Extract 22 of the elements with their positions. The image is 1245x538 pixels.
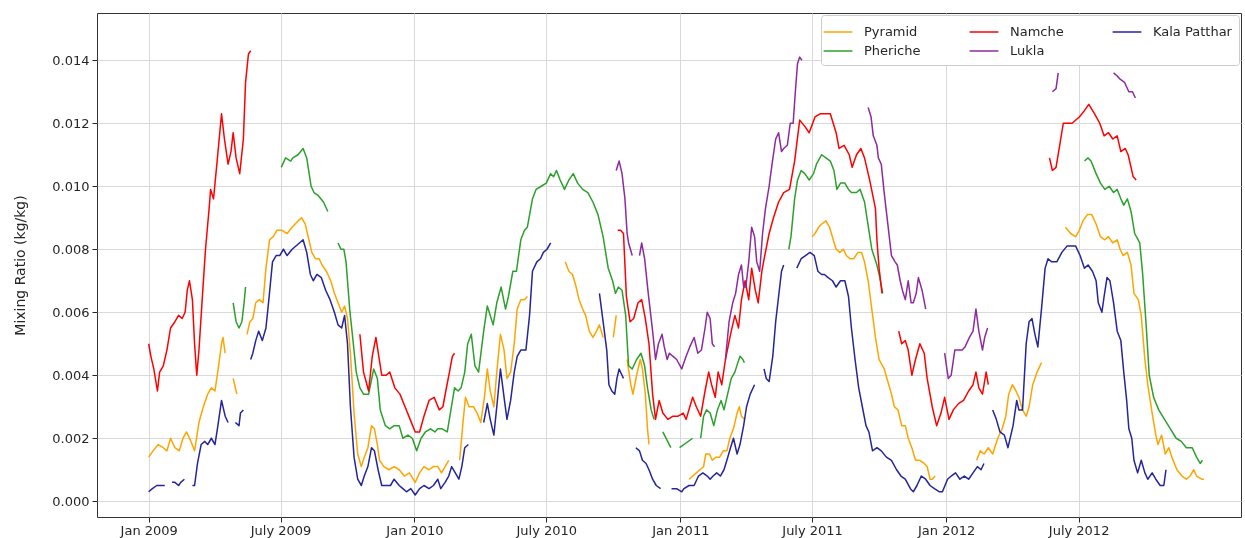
y-tick-label: 0.004 xyxy=(52,367,90,383)
x-tick-label: July 2011 xyxy=(781,522,843,538)
x-tick-label: Jan 2009 xyxy=(119,522,178,538)
x-tick-label: July 2012 xyxy=(1047,522,1110,538)
y-tick-label: 0.002 xyxy=(52,430,90,446)
x-tick-label: July 2009 xyxy=(249,522,312,538)
legend-label: Namche xyxy=(1010,24,1064,39)
x-tick-label: July 2010 xyxy=(515,522,578,538)
x-tick-label: Jan 2012 xyxy=(916,522,976,538)
legend-label: Lukla xyxy=(1010,43,1045,58)
y-tick-label: 0.000 xyxy=(52,493,90,509)
y-axis-title: Mixing Ratio (kg/kg) xyxy=(12,195,29,336)
legend-label: Pheriche xyxy=(864,43,921,58)
y-tick-label: 0.012 xyxy=(52,115,90,131)
y-tick-label: 0.014 xyxy=(52,52,90,68)
y-tick-label: 0.006 xyxy=(52,304,90,320)
legend-label: Pyramid xyxy=(864,24,918,39)
legend-label: Kala Patthar xyxy=(1153,24,1233,39)
x-tick-label: Jan 2011 xyxy=(651,522,710,538)
y-tick-label: 0.008 xyxy=(52,241,90,257)
x-tick-label: Jan 2010 xyxy=(385,522,444,538)
y-tick-label: 0.010 xyxy=(52,178,90,194)
